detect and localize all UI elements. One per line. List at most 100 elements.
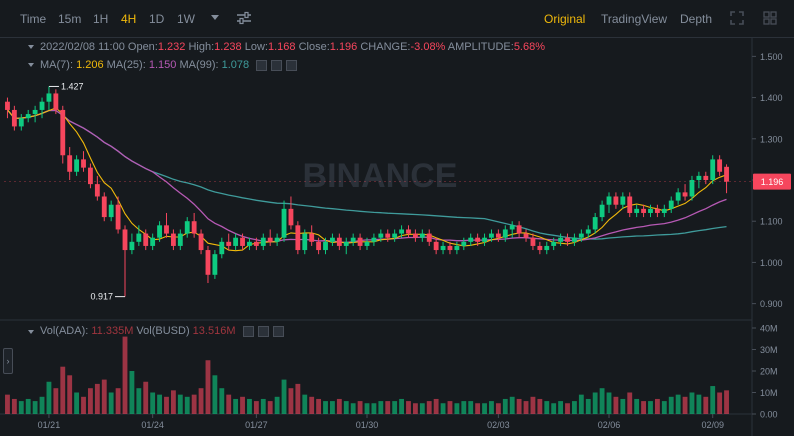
view-original[interactable]: Original <box>544 12 586 26</box>
volume-bar <box>53 388 59 414</box>
volume-bar <box>115 388 121 414</box>
low-label: Low: <box>244 41 268 53</box>
volume-bar <box>613 396 619 414</box>
candle-body <box>412 233 418 238</box>
volume-bar <box>205 360 211 414</box>
candle-body <box>599 204 605 218</box>
volume-bar <box>482 403 487 414</box>
candle-body <box>150 237 156 246</box>
volume-visibility-icon[interactable] <box>257 325 269 337</box>
volume-bar <box>157 394 162 414</box>
more-timeframes-dropdown-icon[interactable] <box>211 15 219 20</box>
volume-bar <box>426 401 432 414</box>
volume-bar <box>523 401 529 414</box>
volume-bar <box>392 401 398 414</box>
candle-body <box>39 101 45 110</box>
vol-ada-label: Vol(ADA): <box>40 325 89 337</box>
view-depth[interactable]: Depth <box>680 12 713 26</box>
candle-body <box>371 237 377 242</box>
candle-body <box>565 237 570 242</box>
timeframe-4h[interactable]: 4H <box>121 12 137 26</box>
volume-tick-label: 10M <box>760 388 778 398</box>
volume-bar <box>343 401 349 414</box>
volume-bar <box>226 394 232 414</box>
change-label: CHANGE: <box>360 41 411 53</box>
candle-body <box>302 233 308 251</box>
candle-body <box>654 208 660 213</box>
volume-bar <box>281 379 287 414</box>
candle-body <box>454 245 460 251</box>
collapse-volume-icon[interactable] <box>28 330 34 334</box>
candle-body <box>620 196 626 205</box>
indicator-settings-icon[interactable] <box>236 11 252 25</box>
candle-body <box>406 229 411 234</box>
candle-body <box>53 93 59 110</box>
volume-bar <box>433 398 439 414</box>
ma-visibility-icon[interactable] <box>271 59 283 71</box>
volume-bar <box>412 403 418 414</box>
ma-settings-icon[interactable] <box>256 59 268 71</box>
ma99-label: MA(99): <box>179 59 219 71</box>
volume-bar <box>25 398 31 414</box>
candle-body <box>5 101 10 110</box>
volume-bar <box>60 366 66 414</box>
date-tick-label: 02/06 <box>598 420 621 430</box>
volume-settings-icon[interactable] <box>242 325 254 337</box>
volume-tick-label: 0.00 <box>760 410 778 420</box>
volume-close-icon[interactable] <box>272 325 284 337</box>
volume-bar <box>620 398 626 414</box>
volume-bar <box>288 388 294 414</box>
chart-toolbar: Time 15m 1H 4H 1D 1W Original TradingVie… <box>0 0 794 38</box>
candle-body <box>482 237 487 242</box>
candle-body <box>585 229 591 234</box>
vol-busd-label: Vol(BUSD) <box>136 325 190 337</box>
date-tick-label: 01/27 <box>245 420 268 430</box>
grid-layout-icon[interactable] <box>763 11 777 25</box>
volume-bar <box>219 388 225 414</box>
volume-bar <box>94 383 100 414</box>
view-tradingview[interactable]: TradingView <box>601 12 668 26</box>
timeframe-15m[interactable]: 15m <box>58 12 82 26</box>
timeframe-1d[interactable]: 1D <box>149 12 165 26</box>
volume-bar <box>274 396 280 414</box>
volume-bar <box>302 394 308 414</box>
candle-body <box>592 217 598 230</box>
volume-bar <box>627 392 633 414</box>
volume-bar <box>5 394 10 414</box>
candle-body <box>696 175 702 180</box>
candle-body <box>330 237 335 242</box>
volume-bar <box>585 398 591 414</box>
timeframe-1h[interactable]: 1H <box>93 12 109 26</box>
candle-body <box>516 225 522 234</box>
candle-body <box>177 233 183 246</box>
volume-bar <box>495 403 501 414</box>
candle-body <box>136 233 142 242</box>
volume-bar <box>654 398 660 414</box>
candle-body <box>675 192 681 201</box>
ma-close-icon[interactable] <box>286 59 298 71</box>
volume-bar <box>247 398 252 414</box>
candle-body <box>122 229 128 251</box>
volume-bar <box>46 381 52 414</box>
timeframe-1w[interactable]: 1W <box>177 12 195 26</box>
candle-body <box>502 229 508 238</box>
volume-bar <box>101 379 107 414</box>
candle-body <box>88 167 93 185</box>
volume-bar <box>440 403 446 414</box>
volume-bar <box>475 403 481 414</box>
collapse-ma-icon[interactable] <box>28 63 34 67</box>
ma7-label: MA(7): <box>40 59 73 71</box>
collapse-ohlc-icon[interactable] <box>28 45 34 49</box>
open-label: Open: <box>127 41 158 53</box>
candle-body <box>392 233 398 238</box>
volume-bar <box>184 396 190 414</box>
timeframe-time[interactable]: Time <box>20 12 47 26</box>
expand-side-panel-button[interactable]: › <box>3 348 13 374</box>
volume-bar <box>668 396 674 414</box>
ma7-value: 1.206 <box>76 59 104 71</box>
open-value: 1.232 <box>157 41 186 53</box>
volume-bar <box>67 375 73 414</box>
candle-body <box>323 241 328 251</box>
fullscreen-icon[interactable] <box>730 11 744 25</box>
candle-body <box>288 208 294 226</box>
